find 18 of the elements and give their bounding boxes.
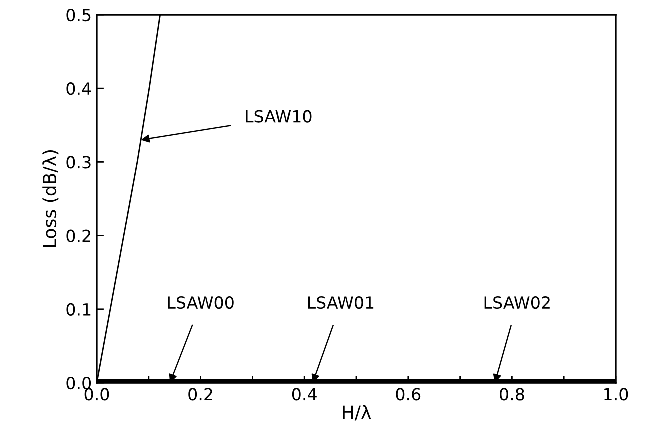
y-tick-label: 0.4 bbox=[66, 82, 92, 96]
y-tick-label: 0.0 bbox=[66, 376, 92, 390]
annotation: LSAW10 bbox=[246, 110, 312, 123]
y-tick-label: 0.3 bbox=[66, 156, 91, 169]
y-tick-label: 0.1 bbox=[66, 303, 91, 316]
x-tick-label: 0.4 bbox=[292, 388, 317, 401]
y-tick-label: 0.2 bbox=[66, 230, 90, 242]
x-tick-label: 0.8 bbox=[500, 388, 524, 401]
annotation: LSAW02 bbox=[484, 296, 550, 310]
y-axis-title: Loss (dB/λ) bbox=[42, 150, 59, 248]
x-tick-label: 0.6 bbox=[396, 388, 421, 401]
x-tick-label: 0.0 bbox=[84, 388, 110, 401]
y-tick-label: 0.5 bbox=[66, 8, 91, 22]
x-axis-title: H/λ bbox=[343, 405, 372, 421]
annotation: LSAW00 bbox=[168, 296, 234, 310]
x-tick-label: 0.2 bbox=[188, 388, 212, 401]
annotation: LSAW01 bbox=[308, 296, 374, 310]
x-tick-label: 1.0 bbox=[604, 388, 628, 401]
